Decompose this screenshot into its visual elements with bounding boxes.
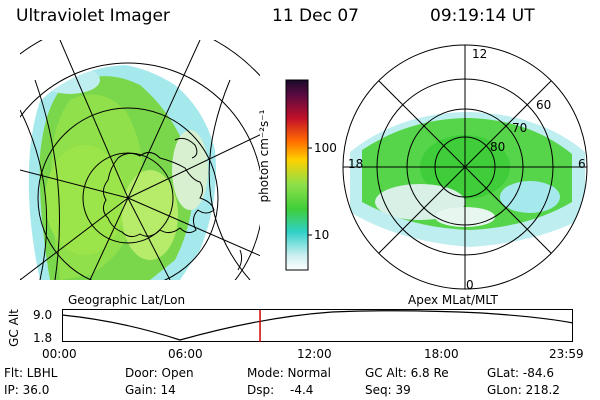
altitude-axis-label: GC Alt xyxy=(7,309,21,347)
colorbar-tick-10: 10 xyxy=(314,228,330,242)
geographic-image-panel xyxy=(20,40,260,280)
mlat-label-60: 60 xyxy=(536,98,552,112)
filter-label: Flt: LBHL xyxy=(4,366,58,380)
altitude-plot xyxy=(62,309,574,342)
time-label: 09:19:14 UT xyxy=(430,6,535,26)
time-tick-0600: 06:00 xyxy=(168,347,203,361)
colorbar-unit-label: photon cm⁻²s⁻¹ xyxy=(257,109,271,203)
glat-label: GLat: -84.6 xyxy=(487,366,554,380)
mode-label: Mode: Normal xyxy=(247,366,331,380)
gc-alt-label: GC Alt: 6.8 Re xyxy=(365,366,449,380)
colorbar xyxy=(285,79,312,271)
altitude-max-label: 9.0 xyxy=(33,308,53,322)
gain-label: Gain: 14 xyxy=(125,383,176,397)
mlat-mlt-panel xyxy=(342,44,588,290)
time-tick-1200: 12:00 xyxy=(297,347,332,361)
glon-label: GLon: 218.2 xyxy=(487,383,560,397)
altitude-min-label: 1.8 xyxy=(33,331,53,345)
mlt-label-0: 0 xyxy=(466,278,474,292)
colorbar-tick-100: 100 xyxy=(314,141,337,155)
door-label: Door: Open xyxy=(125,366,194,380)
time-tick-2359: 23:59 xyxy=(549,347,584,361)
apex-caption: Apex MLat/MLT xyxy=(408,293,498,307)
geographic-caption: Geographic Lat/Lon xyxy=(68,293,186,307)
dsp-label: Dsp: xyxy=(247,383,275,397)
mlt-label-12: 12 xyxy=(472,47,488,61)
dsp-value: -4.4 xyxy=(290,383,314,397)
time-tick-0000: 00:00 xyxy=(42,347,77,361)
ip-label: IP: 36.0 xyxy=(4,383,50,397)
mlat-label-70: 70 xyxy=(512,121,528,135)
seq-label: Seq: 39 xyxy=(365,383,411,397)
mlt-label-6: 6 xyxy=(578,157,586,171)
instrument-title: Ultraviolet Imager xyxy=(16,6,170,26)
mlat-label-80: 80 xyxy=(490,140,506,154)
mlt-label-18: 18 xyxy=(348,157,364,171)
time-tick-1800: 18:00 xyxy=(424,347,459,361)
date-label: 11 Dec 07 xyxy=(272,6,359,26)
